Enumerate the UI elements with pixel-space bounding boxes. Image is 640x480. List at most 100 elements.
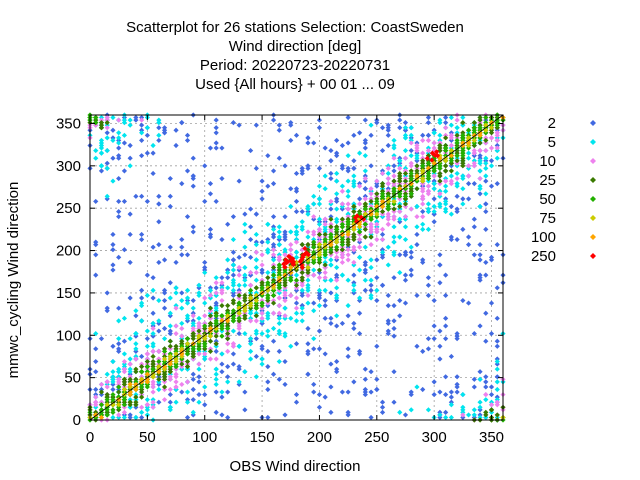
point-class-100 — [425, 165, 432, 171]
point-class-75 — [196, 336, 202, 342]
point-class-50 — [270, 272, 277, 278]
point-class-2 — [465, 300, 472, 306]
point-class-5 — [248, 341, 254, 347]
point-class-2 — [202, 391, 208, 398]
point-class-10 — [282, 313, 288, 319]
point-class-50 — [276, 282, 282, 288]
point-class-2 — [483, 208, 489, 215]
point-class-50 — [288, 277, 294, 283]
point-class-5 — [431, 208, 437, 215]
point-class-75 — [225, 313, 231, 319]
point-class-250 — [302, 251, 308, 257]
y-tick-label: 200 — [56, 243, 81, 260]
point-class-2 — [213, 125, 219, 131]
point-class-5 — [293, 249, 300, 255]
point-class-2 — [282, 381, 288, 388]
point-class-2 — [362, 117, 368, 123]
point-class-25 — [454, 158, 460, 164]
point-class-25 — [225, 303, 231, 309]
point-class-5 — [104, 165, 110, 171]
point-class-2 — [437, 328, 443, 334]
point-class-2 — [242, 389, 248, 395]
point-class-10 — [420, 201, 426, 207]
point-class-5 — [471, 412, 477, 418]
point-class-2 — [207, 191, 214, 197]
point-class-2 — [345, 409, 351, 415]
point-class-2 — [374, 386, 380, 393]
point-class-5 — [477, 404, 483, 410]
point-class-2 — [351, 132, 357, 138]
point-class-2 — [173, 259, 179, 266]
point-class-5 — [156, 318, 162, 324]
point-class-2 — [431, 379, 437, 385]
point-class-5 — [144, 328, 150, 334]
point-class-100 — [351, 224, 357, 230]
diagonal-reference-line — [89, 114, 504, 421]
point-class-2 — [379, 254, 386, 260]
point-class-5 — [397, 158, 403, 164]
x-tick-label: 300 — [422, 429, 447, 446]
point-class-5 — [483, 155, 489, 161]
point-class-10 — [460, 412, 466, 418]
point-class-2 — [161, 305, 168, 311]
point-class-2 — [305, 140, 311, 146]
point-class-2 — [230, 272, 237, 278]
point-class-10 — [345, 257, 351, 263]
point-class-5 — [293, 318, 300, 324]
point-class-2 — [362, 366, 368, 372]
point-class-2 — [116, 305, 122, 311]
point-class-5 — [425, 407, 432, 413]
point-class-5 — [448, 173, 454, 179]
point-class-5 — [248, 356, 254, 362]
point-class-2 — [402, 252, 409, 258]
point-class-2 — [248, 236, 254, 243]
point-class-5 — [184, 399, 191, 405]
point-class-5 — [230, 282, 237, 288]
point-class-5 — [322, 186, 328, 192]
point-class-10 — [345, 201, 351, 207]
point-class-2 — [116, 341, 122, 347]
point-class-2 — [270, 181, 277, 187]
point-class-5 — [362, 168, 368, 174]
legend-marker — [590, 253, 596, 259]
point-class-2 — [248, 254, 254, 260]
point-class-5 — [248, 310, 254, 316]
point-class-2 — [121, 140, 128, 146]
point-class-75 — [443, 155, 449, 161]
point-class-2 — [144, 272, 150, 278]
point-class-25 — [207, 348, 214, 354]
point-class-10 — [425, 183, 432, 189]
point-class-25 — [184, 358, 191, 365]
point-class-10 — [150, 348, 156, 354]
point-class-2 — [494, 285, 500, 291]
point-class-2 — [288, 122, 294, 128]
point-class-2 — [202, 259, 208, 266]
point-class-2 — [230, 120, 237, 126]
point-class-25 — [116, 389, 122, 395]
point-class-25 — [374, 191, 380, 197]
point-class-25 — [219, 303, 225, 309]
point-class-5 — [408, 132, 414, 138]
point-class-2 — [483, 259, 489, 266]
point-class-5 — [179, 320, 185, 327]
legend-marker — [590, 139, 596, 145]
point-class-2 — [116, 208, 122, 215]
point-class-5 — [150, 287, 156, 293]
point-class-2 — [351, 325, 357, 332]
x-axis-label: OBS Wind direction — [230, 458, 361, 475]
point-class-5 — [202, 300, 208, 306]
point-class-50 — [116, 384, 122, 390]
point-class-5 — [351, 287, 357, 293]
point-class-2 — [448, 389, 454, 395]
point-class-250 — [300, 254, 306, 260]
point-class-5 — [276, 315, 282, 321]
point-class-2 — [425, 132, 432, 138]
point-class-5 — [276, 234, 282, 240]
point-class-5 — [391, 234, 397, 240]
point-class-50 — [454, 140, 460, 146]
point-class-25 — [368, 198, 374, 205]
point-class-5 — [477, 183, 483, 189]
point-class-50 — [219, 323, 225, 329]
point-class-2 — [133, 114, 139, 121]
point-class-5 — [173, 285, 179, 291]
